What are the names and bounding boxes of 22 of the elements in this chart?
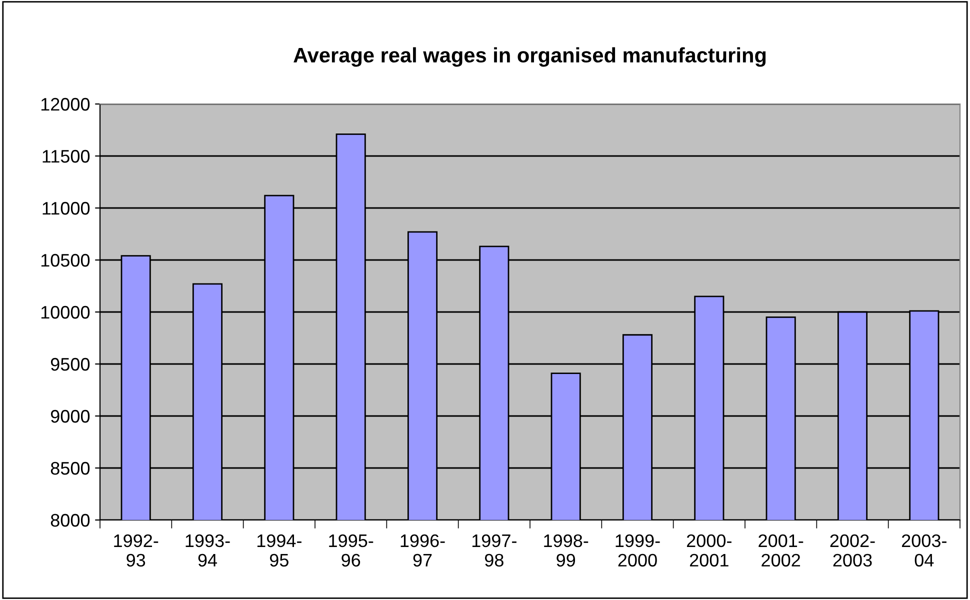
y-tick-label: 9000 <box>50 410 90 423</box>
x-tick-label: 1997- 98 <box>472 534 516 567</box>
x-tick-label: 1996- 97 <box>400 534 445 567</box>
x-tick-label: 1993- 94 <box>186 534 230 567</box>
y-tick-label: 8500 <box>50 462 90 475</box>
x-tick-label: 1998- 99 <box>544 534 588 567</box>
x-tick-label: 2000- 2001 <box>686 534 732 567</box>
x-tick-label: 2001- 2002 <box>758 534 804 567</box>
y-tick-label: 10500 <box>41 254 90 267</box>
x-tick-label: 1999- 2000 <box>616 534 660 567</box>
y-tick-label: 9500 <box>50 358 90 371</box>
y-tick-label: 12000 <box>41 98 90 111</box>
x-tick-label: 1994- 95 <box>257 534 302 567</box>
y-tick-label: 10000 <box>41 306 90 319</box>
x-tick-label: 2003- 04 <box>902 534 946 567</box>
x-tick-label: 1995- 96 <box>329 534 374 567</box>
y-tick-label: 11500 <box>42 150 90 163</box>
x-tick-label: 1992- 93 <box>114 534 158 567</box>
y-tick-label: 11000 <box>42 202 90 215</box>
x-tick-label: 2002- 2003 <box>830 534 875 567</box>
chart-title: Average real wages in organised manufacturing <box>294 47 766 67</box>
y-tick-label: 8000 <box>50 514 90 527</box>
